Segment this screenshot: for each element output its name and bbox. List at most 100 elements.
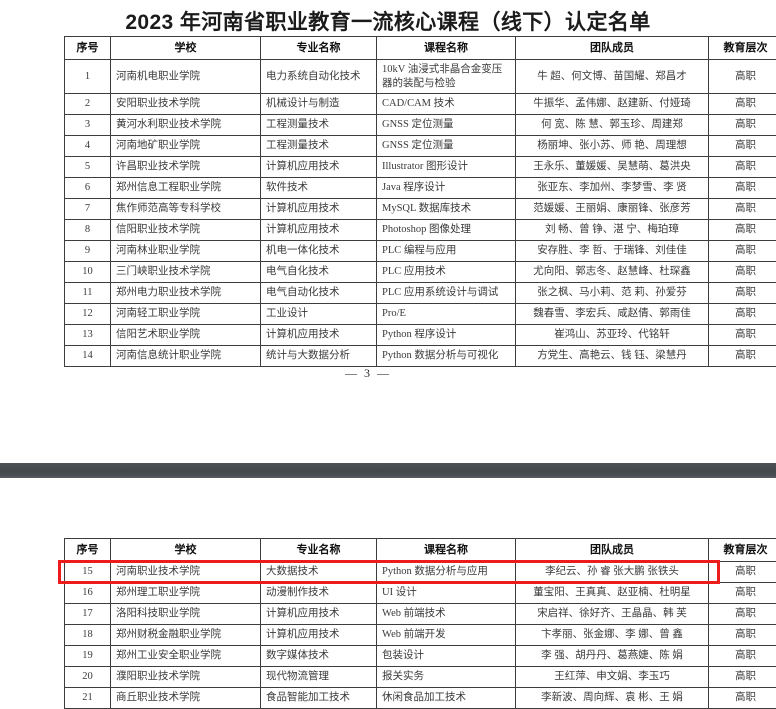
row-cell-school: 河南林业职业学院: [111, 241, 261, 262]
column-header-school: 学校: [111, 539, 261, 562]
row-cell-course: 10kV 油浸式非晶合金变压器的装配与检验: [377, 60, 516, 94]
row-cell-team: 王红萍、申文娟、李玉巧: [516, 667, 709, 688]
row-cell-level: 高职: [709, 562, 776, 583]
row-cell-index: 20: [65, 667, 111, 688]
row-cell-level: 高职: [709, 688, 776, 709]
row-cell-team: 李 强、胡丹丹、葛燕婕、陈 娟: [516, 646, 709, 667]
row-cell-index: 18: [65, 625, 111, 646]
page-separator-bar: [0, 463, 776, 478]
table-head-continued: 序号 学校 专业名称 课程名称 团队成员 教育层次: [65, 539, 776, 562]
row-cell-index: 7: [65, 199, 111, 220]
row-cell-index: 21: [65, 688, 111, 709]
column-header-major: 专业名称: [261, 37, 377, 60]
row-cell-index: 3: [65, 115, 111, 136]
row-cell-course: Pro/E: [377, 304, 516, 325]
row-cell-course: MySQL 数据库技术: [377, 199, 516, 220]
row-cell-index: 16: [65, 583, 111, 604]
row-cell-level: 高职: [709, 115, 776, 136]
row-cell-level: 高职: [709, 283, 776, 304]
row-cell-school: 郑州理工职业学院: [111, 583, 261, 604]
row-cell-major: 计算机应用技术: [261, 157, 377, 178]
row-cell-course: Python 数据分析与应用: [377, 562, 516, 583]
row-cell-index: 12: [65, 304, 111, 325]
row-cell-team: 宋启祥、徐好齐、王晶晶、韩 芙: [516, 604, 709, 625]
row-cell-level: 高职: [709, 604, 776, 625]
row-cell-team: 牛 超、何文博、苗国耀、郑昌才: [516, 60, 709, 94]
row-cell-major: 电气自动化技术: [261, 283, 377, 304]
row-cell-course: PLC 应用技术: [377, 262, 516, 283]
row-cell-level: 高职: [709, 667, 776, 688]
table-head: 序号 学校 专业名称 课程名称 团队成员 教育层次: [65, 37, 776, 60]
row-cell-level: 高职: [709, 178, 776, 199]
row-cell-school: 郑州信息工程职业学院: [111, 178, 261, 199]
row-cell-school: 焦作师范高等专科学校: [111, 199, 261, 220]
row-cell-major: 电气自化技术: [261, 262, 377, 283]
row-cell-team: 崔鸿山、苏亚玲、代铭轩: [516, 325, 709, 346]
row-cell-major: 计算机应用技术: [261, 325, 377, 346]
page-number: — 3 —: [0, 366, 776, 381]
row-cell-index: 11: [65, 283, 111, 304]
column-header-school: 学校: [111, 37, 261, 60]
row-cell-major: 动漫制作技术: [261, 583, 377, 604]
column-header-course: 课程名称: [377, 37, 516, 60]
row-cell-major: 机电一体化技术: [261, 241, 377, 262]
row-cell-school: 河南地矿职业学院: [111, 136, 261, 157]
row-cell-school: 郑州工业安全职业学院: [111, 646, 261, 667]
row-cell-major: 工程测量技术: [261, 136, 377, 157]
page-title: 2023 年河南省职业教育一流核心课程（线下）认定名单: [0, 0, 776, 41]
row-cell-index: 10: [65, 262, 111, 283]
row-cell-index: 13: [65, 325, 111, 346]
row-cell-level: 高职: [709, 262, 776, 283]
row-cell-course: 休闲食品加工技术: [377, 688, 516, 709]
row-cell-major: 工程测量技术: [261, 115, 377, 136]
row-cell-level: 高职: [709, 220, 776, 241]
document-page-one: 2023 年河南省职业教育一流核心课程（线下）认定名单 序号 学校 专业名称 课…: [0, 0, 776, 463]
row-cell-school: 洛阳科技职业学院: [111, 604, 261, 625]
row-cell-course: GNSS 定位测量: [377, 136, 516, 157]
row-cell-school: 信阳职业技术学院: [111, 220, 261, 241]
row-cell-level: 高职: [709, 94, 776, 115]
row-cell-school: 黄河水利职业技术学院: [111, 115, 261, 136]
row-cell-level: 高职: [709, 646, 776, 667]
row-cell-team: 尤向阳、郭志冬、赵慧峰、杜琛鑫: [516, 262, 709, 283]
row-cell-major: 电力系统自动化技术: [261, 60, 377, 94]
column-header-level: 教育层次: [709, 539, 776, 562]
row-cell-course: UI 设计: [377, 583, 516, 604]
row-cell-level: 高职: [709, 625, 776, 646]
row-cell-major: 计算机应用技术: [261, 604, 377, 625]
row-cell-index: 6: [65, 178, 111, 199]
row-cell-level: 高职: [709, 60, 776, 94]
table-header-row: 序号 学校 专业名称 课程名称 团队成员 教育层次: [65, 37, 776, 60]
row-cell-school: 郑州电力职业技术学院: [111, 283, 261, 304]
row-cell-index: 4: [65, 136, 111, 157]
column-header-index: 序号: [65, 37, 111, 60]
row-cell-course: PLC 编程与应用: [377, 241, 516, 262]
row-cell-team: 张之枫、马小莉、范 莉、孙爱芬: [516, 283, 709, 304]
row-cell-school: 商丘职业技术学院: [111, 688, 261, 709]
column-header-course: 课程名称: [377, 539, 516, 562]
row-cell-school: 河南轻工职业学院: [111, 304, 261, 325]
row-cell-school: 安阳职业技术学院: [111, 94, 261, 115]
row-cell-level: 高职: [709, 346, 776, 367]
row-cell-team: 魏春雪、李宏兵、咸赵倩、郭雨佳: [516, 304, 709, 325]
row-cell-level: 高职: [709, 325, 776, 346]
